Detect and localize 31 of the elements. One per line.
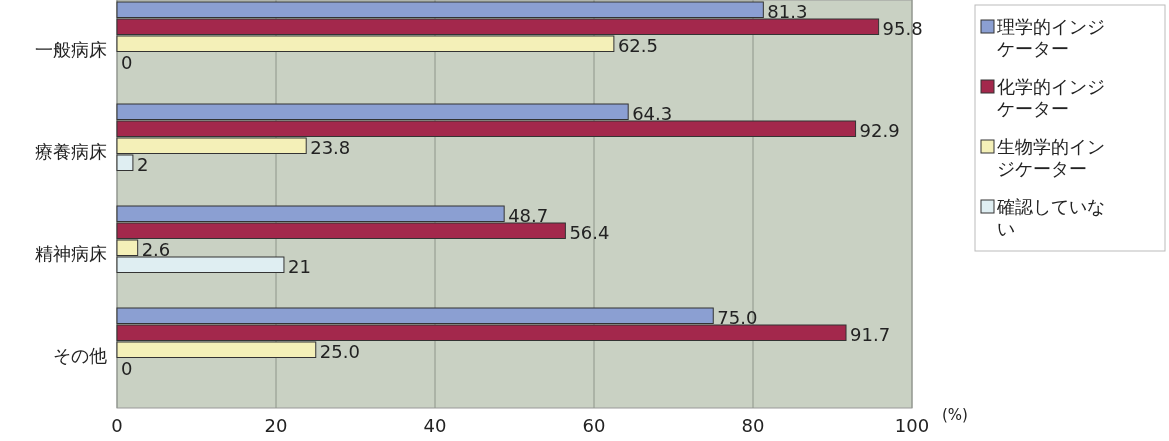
data-label: 2.6 xyxy=(141,238,171,260)
x-tick-label: 20 xyxy=(264,415,288,436)
data-label: 91.7 xyxy=(850,323,891,345)
data-label: 62.5 xyxy=(617,34,658,56)
data-label: 0 xyxy=(121,51,133,73)
data-label: 25.0 xyxy=(319,340,360,362)
data-label: 92.9 xyxy=(859,119,900,141)
legend-label: 理学的インジケーター xyxy=(997,16,1105,59)
data-label: 2 xyxy=(136,153,149,175)
y-tick-label: その他 xyxy=(53,345,107,366)
y-tick-label: 精神病床 xyxy=(35,243,107,264)
legend-label: 確認していない xyxy=(996,196,1105,239)
data-label: 23.8 xyxy=(310,136,351,158)
x-axis-title: (%) xyxy=(942,406,968,424)
y-tick-label: 一般病床 xyxy=(35,39,107,60)
legend-label: 化学的インジケーター xyxy=(997,76,1105,119)
x-tick-label: 0 xyxy=(111,415,123,436)
data-label: 64.3 xyxy=(632,102,673,124)
x-tick-label: 100 xyxy=(894,415,930,436)
x-tick-label: 80 xyxy=(741,415,765,436)
data-label: 95.8 xyxy=(882,17,923,39)
data-label: 48.7 xyxy=(508,204,549,226)
data-label: 81.3 xyxy=(767,0,808,22)
legend-label: 生物学的インジケーター xyxy=(997,136,1105,179)
data-label: 0 xyxy=(121,357,133,379)
y-tick-label: 療養病床 xyxy=(35,141,107,162)
x-tick-label: 60 xyxy=(582,415,606,436)
x-tick-label: 40 xyxy=(423,415,447,436)
data-label: 56.4 xyxy=(569,221,610,243)
data-label: 75.0 xyxy=(717,306,758,328)
data-label: 21 xyxy=(287,255,311,277)
